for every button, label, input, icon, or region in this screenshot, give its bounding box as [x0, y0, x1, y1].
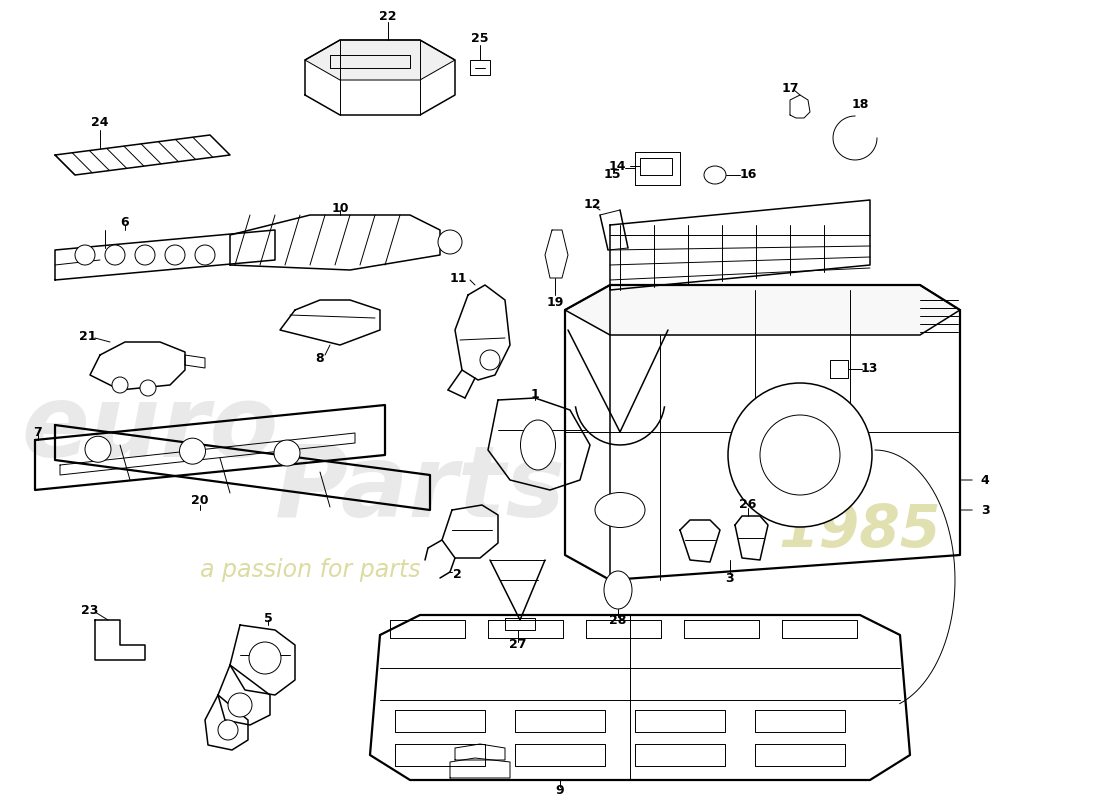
Text: a passion for parts: a passion for parts [200, 558, 420, 582]
Circle shape [249, 642, 280, 674]
Circle shape [195, 245, 214, 265]
Text: 21: 21 [79, 330, 97, 342]
Circle shape [438, 230, 462, 254]
Text: 4: 4 [980, 474, 989, 486]
Text: 14: 14 [608, 159, 626, 173]
Text: 15: 15 [603, 169, 620, 182]
Text: 11: 11 [449, 271, 466, 285]
Text: 5: 5 [264, 611, 273, 625]
Polygon shape [305, 40, 455, 80]
Text: 12: 12 [583, 198, 601, 211]
Text: 9: 9 [556, 783, 564, 797]
Circle shape [480, 350, 501, 370]
Text: euro: euro [21, 382, 278, 478]
Text: 10: 10 [331, 202, 349, 214]
Text: 28: 28 [609, 614, 627, 626]
Text: 22: 22 [379, 10, 397, 22]
Text: 3: 3 [726, 571, 735, 585]
Circle shape [140, 380, 156, 396]
Circle shape [165, 245, 185, 265]
Text: 26: 26 [739, 498, 757, 511]
Circle shape [135, 245, 155, 265]
Text: 23: 23 [81, 603, 99, 617]
Circle shape [104, 245, 125, 265]
Text: 7: 7 [34, 426, 43, 438]
Circle shape [274, 440, 300, 466]
Text: 2: 2 [452, 569, 461, 582]
Circle shape [760, 415, 840, 495]
Circle shape [728, 383, 872, 527]
Ellipse shape [520, 420, 556, 470]
Circle shape [85, 436, 111, 462]
Ellipse shape [604, 571, 632, 609]
Text: 24: 24 [91, 117, 109, 130]
Text: 18: 18 [851, 98, 869, 111]
Text: 1: 1 [530, 389, 539, 402]
Text: 25: 25 [471, 31, 488, 45]
Ellipse shape [595, 493, 645, 527]
Circle shape [228, 693, 252, 717]
Text: 6: 6 [121, 215, 130, 229]
Circle shape [179, 438, 206, 464]
Circle shape [75, 245, 95, 265]
Text: 19: 19 [547, 297, 563, 310]
Ellipse shape [704, 166, 726, 184]
Text: 27: 27 [509, 638, 527, 651]
Text: 17: 17 [781, 82, 799, 94]
Text: 8: 8 [316, 351, 324, 365]
Text: 13: 13 [860, 362, 878, 375]
Text: 16: 16 [739, 169, 757, 182]
Circle shape [112, 377, 128, 393]
Text: 3: 3 [981, 503, 989, 517]
Polygon shape [565, 285, 960, 335]
Text: 1985: 1985 [779, 502, 942, 558]
Text: Parts: Parts [275, 442, 565, 538]
Text: 20: 20 [191, 494, 209, 506]
Circle shape [218, 720, 238, 740]
